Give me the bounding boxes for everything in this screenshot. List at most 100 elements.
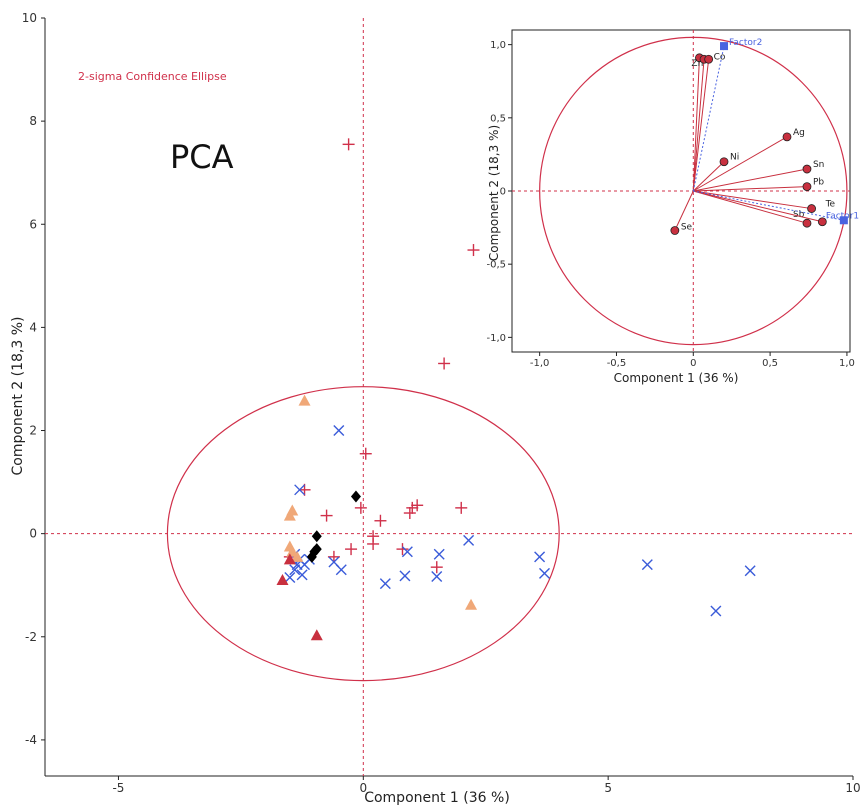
variable-point	[704, 54, 714, 64]
x-tick-label: 0	[359, 781, 367, 795]
variable-label: Sn	[813, 160, 824, 170]
factor-vector	[693, 190, 844, 221]
triangle-marker	[310, 629, 323, 641]
x-marker	[401, 546, 413, 558]
main-ticks: -5 0 5 10 -4 -2 0 2 4 6 8 10	[22, 11, 860, 795]
inset-y-tick-label: -0,5	[486, 260, 506, 271]
plus-marker	[467, 244, 480, 257]
x-marker	[463, 534, 475, 546]
x-marker	[431, 570, 443, 582]
y-tick-label: -4	[25, 733, 37, 747]
variable-point	[719, 157, 729, 167]
inset-x-tick-label: -0,5	[607, 358, 627, 369]
y-axis-label: Component 2 (18,3 %)	[10, 317, 26, 476]
plus-marker	[327, 550, 340, 563]
loading-vector	[693, 190, 808, 224]
plus-marker	[345, 543, 358, 556]
x-marker	[710, 605, 722, 617]
variable-point	[807, 204, 816, 213]
variable-point	[670, 226, 680, 235]
inset-x-tick-label: 0	[690, 358, 696, 369]
variable-point	[802, 182, 812, 192]
confidence-ellipse	[166, 386, 560, 682]
plus-marker	[359, 447, 372, 460]
inset-x-axis-label: Component 1 (36 %)	[614, 371, 739, 385]
variable-label: Co	[714, 52, 726, 62]
plus-marker	[455, 501, 468, 514]
x-marker	[399, 570, 411, 582]
x-marker	[335, 564, 347, 576]
x-marker	[538, 567, 550, 579]
loading-vector	[674, 190, 694, 231]
variable-point	[802, 164, 812, 174]
variable-label: Zn	[691, 59, 703, 69]
inset-y-tick-label: 0,5	[490, 113, 506, 124]
inset-y-tick-label: -1,0	[486, 333, 506, 344]
factor-vector	[692, 45, 725, 192]
plus-marker	[411, 499, 424, 512]
chart-title: PCA	[170, 138, 234, 176]
diamond-marker	[311, 530, 322, 543]
factor-label: Factor2	[729, 38, 762, 48]
triangle-marker	[298, 394, 311, 406]
triangle-marker	[283, 553, 296, 565]
x-marker	[296, 569, 308, 581]
loading-vector	[692, 59, 705, 192]
y-tick-label: 4	[29, 320, 37, 334]
x-tick-label: -5	[112, 781, 124, 795]
loading-vector	[692, 161, 725, 192]
loading-vector	[693, 190, 812, 210]
loading-vector	[693, 136, 788, 192]
plus-marker	[396, 543, 409, 556]
x-marker	[433, 548, 445, 560]
y-tick-label: 6	[29, 217, 37, 231]
factor-marker	[839, 216, 848, 225]
inset-ticks: -1,0 -0,5 0 0,5 1,0 -1,0 -0,5 0 0,5 1,0	[486, 40, 854, 369]
inset-x-tick-label: -1,0	[530, 358, 550, 369]
y-tick-label: 8	[29, 114, 37, 128]
x-axis-label: Component 1 (36 %)	[364, 790, 510, 806]
variable-label: Pb	[813, 178, 824, 188]
x-marker	[641, 559, 653, 571]
inset-y-axis-label: Component 2 (18,3 %)	[487, 125, 501, 261]
variable-label: Se	[681, 223, 693, 233]
y-tick-label: 2	[29, 424, 37, 438]
variable-label: Te	[825, 200, 836, 210]
correlation-circle	[539, 36, 848, 346]
inset-x-tick-label: 0,5	[762, 358, 778, 369]
x-marker	[333, 425, 345, 437]
plus-marker	[406, 501, 419, 514]
ellipse-label: 2-sigma Confidence Ellipse	[78, 70, 227, 83]
plus-marker	[342, 138, 355, 151]
plus-marker	[354, 501, 367, 514]
plus-marker	[430, 561, 443, 574]
diamond-marker	[350, 490, 361, 503]
x-marker	[379, 578, 391, 590]
y-tick-label: 0	[29, 527, 37, 541]
inset-y-tick-label: 1,0	[490, 40, 506, 51]
variable-point	[802, 218, 812, 228]
triangle-marker	[286, 545, 299, 557]
y-tick-label: -2	[25, 630, 37, 644]
plus-marker	[403, 507, 416, 520]
variable-label: Ni	[730, 153, 739, 163]
y-tick-label: 10	[22, 11, 37, 25]
x-tick-label: 5	[604, 781, 612, 795]
loading-vector	[693, 190, 823, 223]
variable-point	[817, 217, 827, 227]
x-marker	[534, 551, 546, 563]
x-tick-label: 10	[845, 781, 860, 795]
plus-marker	[374, 514, 387, 527]
triangle-marker	[276, 574, 289, 586]
inset-x-tick-label: 1,0	[839, 358, 855, 369]
variable-point	[782, 132, 792, 142]
variable-label: Sb	[793, 210, 805, 220]
x-marker	[284, 571, 296, 583]
plus-marker	[367, 537, 380, 550]
x-marker	[744, 565, 756, 577]
loading-vectors: Zn Co Ag Ni Sn Pb Te Sb Se Factor2 Factor1	[670, 38, 859, 235]
factor-label: Factor1	[826, 211, 859, 221]
loading-vector	[693, 186, 808, 192]
